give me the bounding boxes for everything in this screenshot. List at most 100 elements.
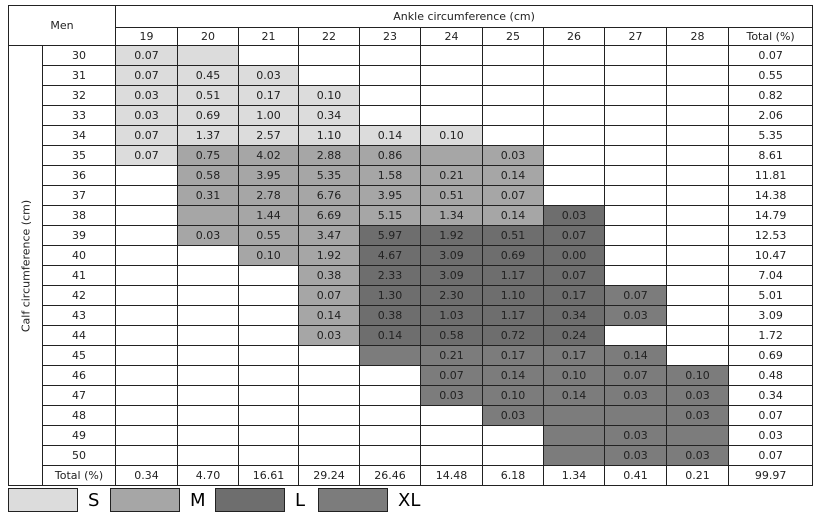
- cell: [604, 265, 668, 286]
- row-total: 2.06: [728, 105, 814, 126]
- cell: [666, 45, 730, 66]
- row-label: 31: [41, 65, 117, 86]
- cell: [543, 145, 606, 166]
- cell: [177, 385, 240, 406]
- legend-label: S: [88, 489, 100, 511]
- row-label: 40: [41, 245, 117, 266]
- cell: [482, 425, 545, 446]
- data-row: 45 0.21 0.17 0.17 0.14 0.69: [9, 345, 814, 366]
- cell: 0.10: [298, 85, 361, 106]
- cell: 0.51: [177, 85, 240, 106]
- column-total: 29.24: [298, 465, 361, 486]
- cell: 0.07: [543, 265, 606, 286]
- column-total: 0.41: [604, 465, 668, 486]
- row-total: 0.34: [728, 385, 814, 406]
- cell: [115, 205, 179, 226]
- cell: 0.24: [543, 325, 606, 346]
- cell: 3.95: [359, 185, 422, 206]
- cell: [359, 425, 422, 446]
- cell: [604, 205, 668, 226]
- cell: [238, 425, 300, 446]
- total-row: Total (%) 0.34 4.70 16.61 29.24 26.46 14.48 6.1…: [9, 465, 814, 486]
- cell: 0.10: [543, 365, 606, 386]
- cell: [115, 365, 179, 386]
- cell: 0.03: [238, 65, 300, 86]
- cell: 0.03: [604, 305, 668, 326]
- cell: 3.09: [420, 265, 484, 286]
- data-row: 40 0.10 1.92 4.67 3.09 0.69 0.00 10.47: [9, 245, 814, 266]
- cell: [298, 365, 361, 386]
- cell: [238, 365, 300, 386]
- cell: [238, 285, 300, 306]
- cell: [420, 105, 484, 126]
- cell: [115, 445, 179, 466]
- column-total: 4.70: [177, 465, 240, 486]
- cell: [482, 65, 545, 86]
- cell: 0.31: [177, 185, 240, 206]
- cell: [177, 205, 240, 226]
- cell: [604, 165, 668, 186]
- legend-item: XL: [318, 488, 420, 512]
- cell: 0.03: [115, 85, 179, 106]
- cell: [359, 45, 422, 66]
- column-total: 0.21: [666, 465, 730, 486]
- row-axis-label: Calf circumference (cm): [8, 45, 43, 486]
- row-label: 45: [41, 345, 117, 366]
- column-total: 1.34: [543, 465, 606, 486]
- row-label: 46: [41, 365, 117, 386]
- cell: [543, 445, 606, 466]
- row-label: 34: [41, 125, 117, 146]
- data-row: 46 0.07 0.14 0.10 0.07 0.10 0.48: [9, 365, 814, 386]
- data-row: 50 0.03 0.03 0.07: [9, 445, 814, 466]
- cell: [604, 225, 668, 246]
- row-label: 49: [41, 425, 117, 446]
- cell: 0.14: [543, 385, 606, 406]
- cell: 0.07: [420, 365, 484, 386]
- cell: [604, 45, 668, 66]
- cell: [420, 405, 484, 426]
- cell: [298, 45, 361, 66]
- cell: 0.03: [482, 145, 545, 166]
- cell: [115, 405, 179, 426]
- cell: [604, 245, 668, 266]
- cell: 0.58: [177, 165, 240, 186]
- column-header: 21: [238, 27, 300, 46]
- cell: [482, 45, 545, 66]
- cell: 0.72: [482, 325, 545, 346]
- cell: 0.07: [115, 45, 179, 66]
- legend-swatch: [110, 488, 180, 512]
- cell: 0.69: [177, 105, 240, 126]
- cell: 0.10: [420, 125, 484, 146]
- cell: 0.03: [666, 385, 730, 406]
- cell: 1.10: [298, 125, 361, 146]
- row-total: 0.03: [728, 425, 814, 446]
- row-total: 0.55: [728, 65, 814, 86]
- cell: [482, 125, 545, 146]
- row-total: 1.72: [728, 325, 814, 346]
- cell: 0.14: [482, 165, 545, 186]
- cell: [666, 65, 730, 86]
- cell: [543, 165, 606, 186]
- cell: [359, 105, 422, 126]
- cell: 0.86: [359, 145, 422, 166]
- cell: 0.03: [604, 385, 668, 406]
- cell: 0.14: [482, 205, 545, 226]
- legend-swatch: [215, 488, 285, 512]
- row-total: 11.81: [728, 165, 814, 186]
- cell: [543, 65, 606, 86]
- data-row: 36 0.58 3.95 5.35 1.58 0.21 0.14 11.81: [9, 165, 814, 186]
- row-label: 47: [41, 385, 117, 406]
- cell: [238, 305, 300, 326]
- corner-cell: Men: [7, 5, 117, 46]
- cell: [238, 385, 300, 406]
- data-row: 31 0.07 0.45 0.03 0.55: [9, 65, 814, 86]
- cell: 0.03: [604, 445, 668, 466]
- cell: [420, 425, 484, 446]
- row-label: 35: [41, 145, 117, 166]
- cell: [177, 365, 240, 386]
- cell: 0.21: [420, 165, 484, 186]
- data-row: 35 0.07 0.75 4.02 2.88 0.86 0.03 8.61: [9, 145, 814, 166]
- cell: 0.10: [482, 385, 545, 406]
- cell: [115, 345, 179, 366]
- data-row: 47 0.03 0.10 0.14 0.03 0.03 0.34: [9, 385, 814, 406]
